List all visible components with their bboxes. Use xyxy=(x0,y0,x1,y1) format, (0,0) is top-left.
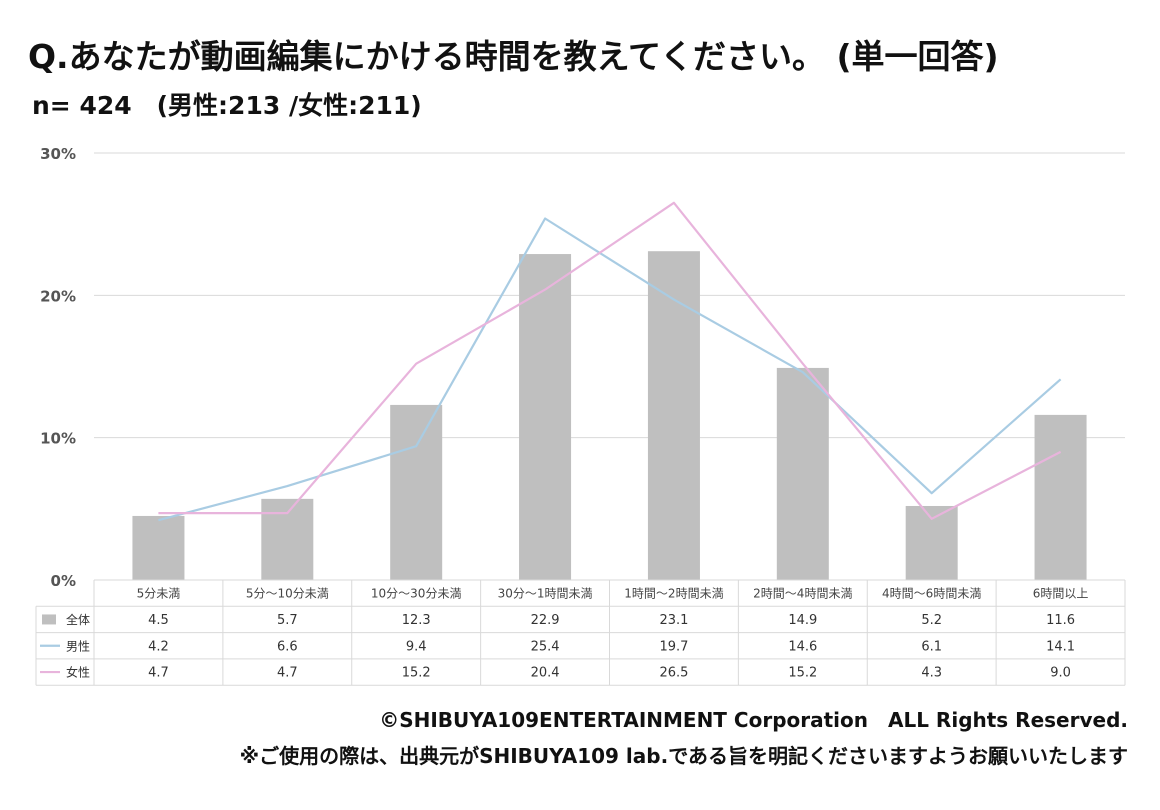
bar-全体 xyxy=(132,515,185,580)
category-label: 6時間以上 xyxy=(1033,587,1089,601)
sample-size-subtitle: n= 424 (男性:213 /女性:211) xyxy=(32,91,422,120)
category-label: 5分〜10分未満 xyxy=(246,587,329,601)
data-cell-全体: 22.9 xyxy=(531,613,560,628)
chart-title: Q.あなたが動画編集にかける時間を教えてください。 (単一回答) xyxy=(28,37,999,76)
data-cell-全体: 5.7 xyxy=(277,613,298,628)
legend-label: 女性 xyxy=(66,665,90,680)
data-cell-女性: 4.7 xyxy=(277,666,298,681)
data-cell-全体: 5.2 xyxy=(921,613,942,628)
bar-全体 xyxy=(519,254,572,580)
data-cell-男性: 4.2 xyxy=(148,639,169,654)
copyright-text: ©SHIBUYA109ENTERTAINMENT Corporation ALL… xyxy=(379,708,1128,732)
legend-key-全体 xyxy=(42,614,56,625)
data-cell-男性: 19.7 xyxy=(659,639,688,654)
data-cell-全体: 11.6 xyxy=(1046,613,1075,628)
line-女性 xyxy=(158,201,1062,520)
bar-全体 xyxy=(1034,414,1087,580)
data-cell-男性: 9.4 xyxy=(406,639,427,654)
data-cell-女性: 4.7 xyxy=(148,666,169,681)
data-cell-女性: 20.4 xyxy=(531,666,560,681)
data-cell-全体: 4.5 xyxy=(148,613,169,628)
bar-全体 xyxy=(776,367,829,580)
data-cell-全体: 12.3 xyxy=(402,613,431,628)
chart-area: 0% 10% 20% 30% 5分未満 5分〜10分未満 10分〜30分未満 30分〜1時間未… xyxy=(35,145,1126,686)
data-cell-全体: 14.9 xyxy=(788,613,817,628)
bar-全体 xyxy=(261,498,314,580)
data-cell-男性: 14.1 xyxy=(1046,639,1075,654)
y-tick-label: 30% xyxy=(40,145,76,163)
data-cell-男性: 25.4 xyxy=(531,639,560,654)
y-tick-label: 20% xyxy=(40,287,76,305)
legend-label: 男性 xyxy=(66,639,90,653)
category-label: 5分未満 xyxy=(137,587,181,601)
usage-note: ※ご使用の際は、出典元がSHIBUYA109 lab.である旨を明記くださいます… xyxy=(239,744,1128,768)
data-cell-女性: 4.3 xyxy=(921,666,942,681)
category-label: 4時間〜6時間未満 xyxy=(882,587,981,601)
data-cell-女性: 15.2 xyxy=(402,666,431,681)
y-tick-label: 0% xyxy=(51,572,76,590)
data-cell-男性: 14.6 xyxy=(788,639,817,654)
category-label: 1時間〜2時間未満 xyxy=(624,587,723,601)
category-label: 30分〜1時間未満 xyxy=(498,587,593,601)
bar-全体 xyxy=(390,404,443,580)
data-cell-女性: 26.5 xyxy=(659,666,688,681)
data-cell-全体: 23.1 xyxy=(659,613,688,628)
line-男性 xyxy=(158,217,1062,522)
data-cell-女性: 15.2 xyxy=(788,666,817,681)
data-cell-男性: 6.1 xyxy=(921,639,942,654)
y-tick-label: 10% xyxy=(40,430,76,448)
data-cell-女性: 9.0 xyxy=(1050,666,1071,681)
data-cell-男性: 6.6 xyxy=(277,639,298,654)
legend-label: 全体 xyxy=(66,612,90,627)
bar-全体 xyxy=(647,251,700,580)
category-label: 2時間〜4時間未満 xyxy=(753,587,852,601)
category-label: 10分〜30分未満 xyxy=(371,587,462,601)
